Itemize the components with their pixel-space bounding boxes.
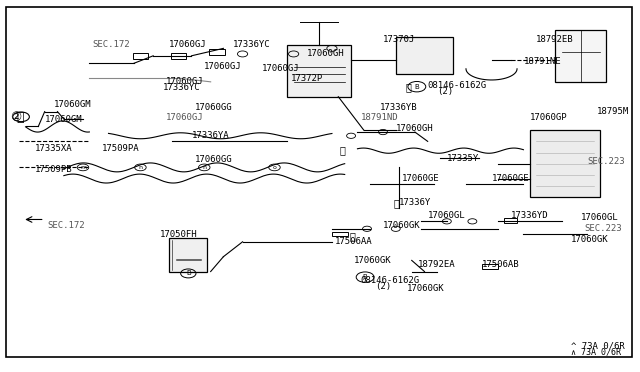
Text: 17336YD: 17336YD	[511, 211, 548, 220]
Text: 17506AA: 17506AA	[335, 237, 372, 246]
Bar	[396, 37, 453, 74]
Text: 17060GH: 17060GH	[307, 49, 344, 58]
Text: 17506AB: 17506AB	[482, 260, 520, 269]
Text: 17060GJ: 17060GJ	[169, 40, 207, 49]
Text: 17372P: 17372P	[291, 74, 323, 83]
Text: 17060GK: 17060GK	[572, 235, 609, 244]
Text: 17050FH: 17050FH	[159, 230, 197, 239]
Text: (2): (2)	[375, 282, 392, 291]
Bar	[332, 232, 348, 236]
Text: 17336YB: 17336YB	[380, 103, 417, 112]
Text: 18792EB: 18792EB	[536, 35, 574, 44]
Text: Ⓑ: Ⓑ	[340, 146, 346, 155]
Text: B: B	[186, 270, 191, 276]
Text: 17336Y: 17336Y	[399, 198, 431, 207]
Text: 18791ND: 18791ND	[361, 113, 398, 122]
Text: 17060GL: 17060GL	[581, 213, 618, 222]
Text: 08146-6162G: 08146-6162G	[361, 276, 420, 285]
Text: Ⓑ: Ⓑ	[350, 231, 356, 241]
Text: Ⓑ: Ⓑ	[406, 83, 412, 92]
Text: 17060GK: 17060GK	[355, 256, 392, 265]
Text: 17336YC: 17336YC	[233, 40, 271, 49]
Text: SEC.172: SEC.172	[48, 221, 86, 230]
Text: SEC.223: SEC.223	[584, 224, 621, 233]
Text: 17060GH: 17060GH	[396, 124, 433, 133]
Text: 17336YC: 17336YC	[163, 83, 200, 92]
Bar	[209, 49, 225, 55]
Bar	[171, 53, 186, 59]
Text: B: B	[415, 84, 419, 90]
Text: Ⓑ: Ⓑ	[393, 198, 399, 208]
Text: n: n	[202, 165, 206, 170]
Text: 17060GJ: 17060GJ	[166, 77, 204, 86]
Text: 17509PA: 17509PA	[102, 144, 140, 153]
Text: 17336YA: 17336YA	[191, 131, 229, 140]
Text: B: B	[363, 274, 367, 280]
Text: o: o	[273, 165, 276, 170]
Text: ②: ②	[10, 111, 22, 124]
Text: 17060GM: 17060GM	[54, 100, 92, 109]
Text: 17509PB: 17509PB	[35, 165, 73, 174]
Text: 17060GE: 17060GE	[492, 174, 529, 183]
Text: SEC.223: SEC.223	[588, 157, 625, 166]
Text: 17335Y: 17335Y	[447, 154, 479, 163]
Bar	[287, 45, 351, 97]
Text: 17370J: 17370J	[383, 35, 415, 44]
Bar	[504, 218, 517, 223]
Text: 17060GK: 17060GK	[407, 284, 445, 293]
Text: 17060GJ: 17060GJ	[204, 62, 242, 71]
Text: 08146-6162G: 08146-6162G	[428, 81, 487, 90]
Text: 17060GK: 17060GK	[383, 221, 420, 230]
Text: 18792EA: 18792EA	[418, 260, 456, 269]
Text: (2): (2)	[437, 87, 453, 96]
Bar	[132, 53, 148, 59]
Bar	[482, 264, 498, 269]
Bar	[169, 238, 207, 272]
Text: 18795M: 18795M	[597, 107, 629, 116]
Text: 17060GJ: 17060GJ	[262, 64, 300, 73]
Text: ^ 73A 0/6R: ^ 73A 0/6R	[572, 341, 625, 350]
Text: 17335XA: 17335XA	[35, 144, 73, 153]
Text: n: n	[138, 165, 143, 170]
Text: ⓩ: ⓩ	[16, 111, 24, 124]
Bar	[556, 30, 607, 82]
Text: 17060GE: 17060GE	[402, 174, 440, 183]
Text: SEC.172: SEC.172	[93, 40, 130, 49]
Text: 18791NE: 18791NE	[524, 57, 561, 66]
Text: 17060GG: 17060GG	[195, 103, 232, 112]
Bar	[530, 130, 600, 197]
Text: 17060GJ: 17060GJ	[166, 113, 204, 122]
Text: ∧ 73A 0∕6R: ∧ 73A 0∕6R	[572, 347, 621, 356]
Text: 17060GG: 17060GG	[195, 155, 232, 164]
Text: 17060GL: 17060GL	[428, 211, 465, 220]
Text: 17060GM: 17060GM	[45, 115, 83, 124]
Text: 17060GP: 17060GP	[530, 113, 568, 122]
Text: m: m	[80, 165, 86, 170]
